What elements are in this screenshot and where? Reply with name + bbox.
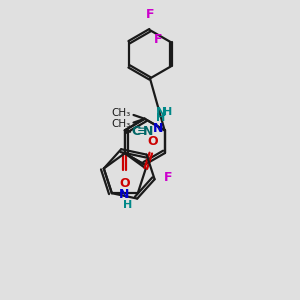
Text: F: F (146, 8, 154, 21)
Text: CH₃: CH₃ (111, 119, 130, 129)
Text: H: H (163, 107, 172, 117)
Text: N: N (153, 122, 163, 135)
Text: N: N (142, 125, 153, 138)
Text: F: F (154, 33, 163, 46)
Text: H: H (123, 200, 132, 210)
Text: H: H (156, 113, 165, 123)
Text: F: F (164, 171, 172, 184)
Text: N: N (156, 106, 166, 119)
Text: ≡: ≡ (136, 125, 147, 138)
Text: C: C (131, 125, 140, 138)
Text: CH₃: CH₃ (111, 109, 130, 118)
Text: N: N (118, 188, 129, 201)
Text: O: O (119, 177, 130, 190)
Text: O: O (147, 135, 158, 148)
